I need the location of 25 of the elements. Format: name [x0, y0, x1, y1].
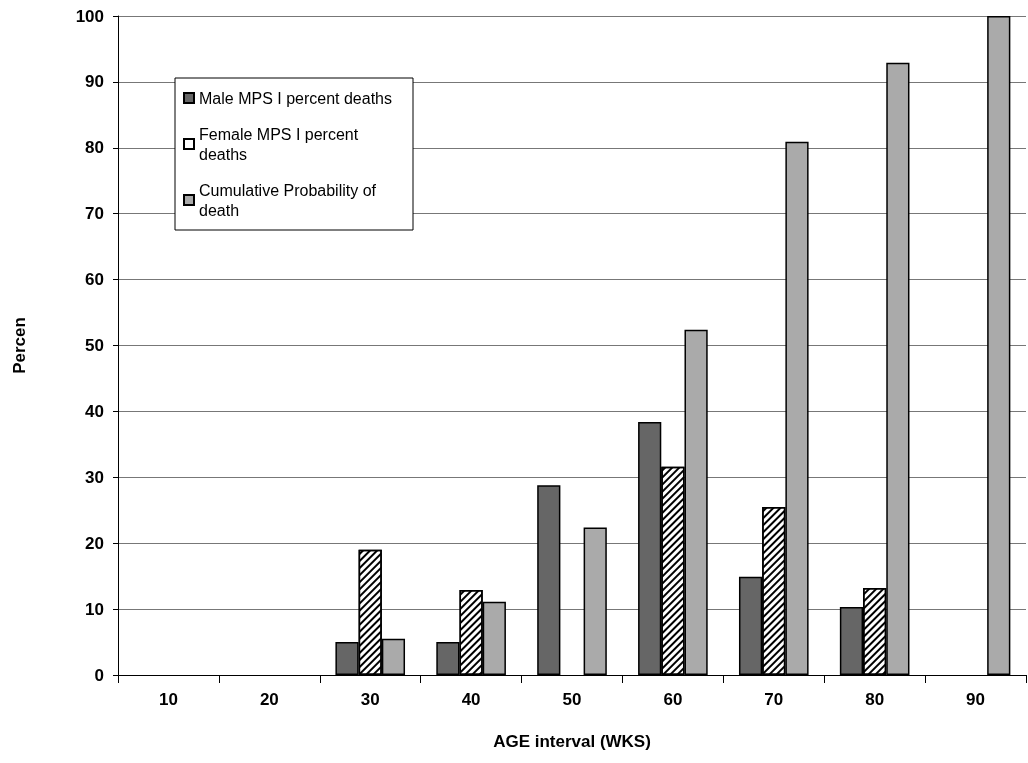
- x-tick-label: 80: [865, 690, 885, 709]
- x-tick-label: 70: [764, 690, 784, 709]
- x-axis-title: AGE interval (WKS): [493, 732, 651, 751]
- y-tick-label: 40: [85, 401, 104, 421]
- x-tick-label: 50: [562, 690, 582, 709]
- y-tick-label: 0: [94, 665, 104, 685]
- x-tick-label: 90: [966, 690, 986, 709]
- y-tick-label: 50: [85, 336, 104, 355]
- x-tick-label: 40: [461, 690, 481, 709]
- y-tick-label: 20: [85, 533, 104, 553]
- legend-label: Male MPS I percent deaths: [199, 89, 392, 107]
- legend-label: Cumulative Probability of death: [199, 181, 381, 219]
- y-tick-label: 80: [85, 138, 104, 158]
- legend-label: Female MPS I percent deaths: [199, 125, 363, 163]
- x-tick-label: 60: [663, 690, 683, 709]
- y-tick-label: 30: [85, 467, 104, 487]
- y-tick-label: 10: [85, 599, 104, 619]
- y-tick-label: 70: [85, 204, 104, 224]
- y-tick-label: 60: [85, 270, 104, 290]
- x-tick-label: 10: [158, 690, 178, 709]
- x-tick-label: 30: [360, 690, 380, 709]
- x-tick-label: 20: [259, 690, 279, 709]
- y-tick-label: 90: [85, 72, 104, 92]
- y-axis-title: Percen: [10, 317, 29, 374]
- y-tick-label: 100: [75, 6, 104, 26]
